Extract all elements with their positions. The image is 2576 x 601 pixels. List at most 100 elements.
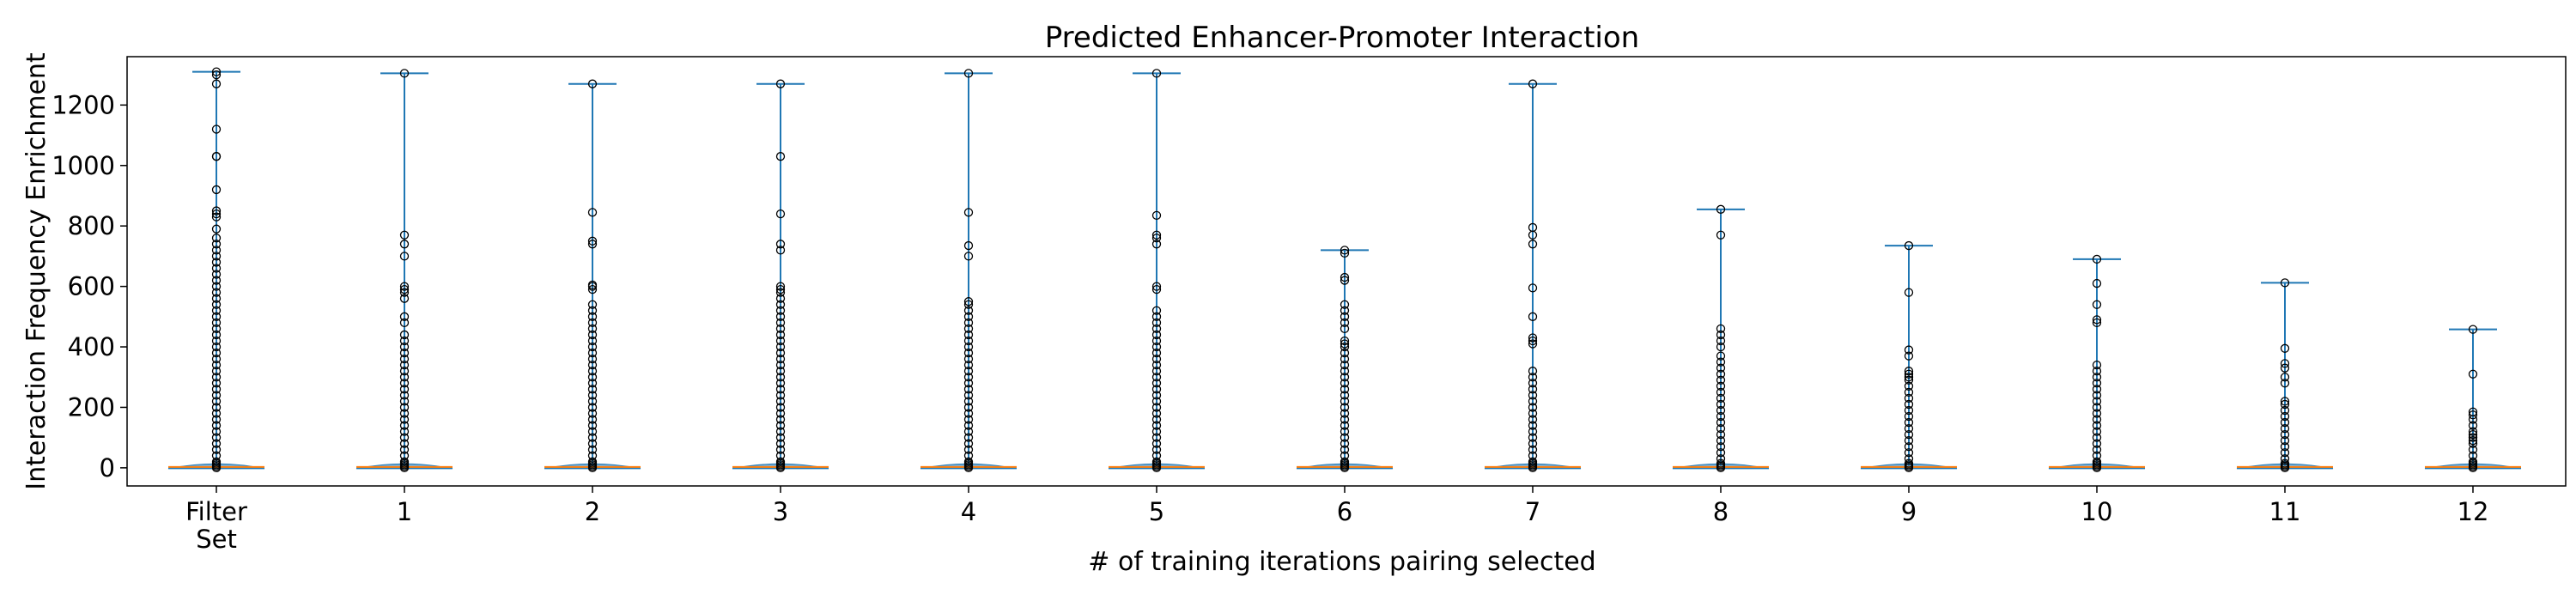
outlier-point [963, 318, 974, 328]
outlier-point [1528, 373, 1538, 382]
outlier-point [775, 367, 786, 376]
outlier-point [1528, 385, 1538, 394]
outlier-point [1340, 248, 1350, 258]
outlier-point [1340, 312, 1350, 321]
outlier-point [1716, 351, 1726, 361]
outlier-point [775, 324, 786, 334]
outlier-point [1716, 330, 1726, 340]
outlier-point [1528, 230, 1538, 240]
outlier-point [587, 415, 598, 424]
outlier-point [1340, 439, 1350, 448]
outlier-point [211, 288, 222, 297]
outlier-point [211, 212, 222, 222]
outlier-point [587, 79, 598, 88]
outlier-point [587, 373, 598, 382]
outlier-point [1528, 445, 1538, 454]
outlier-point [211, 234, 222, 243]
outlier-point [775, 385, 786, 394]
outlier-point [2092, 300, 2102, 309]
outlier-point [1151, 385, 1162, 394]
outlier-point [587, 361, 598, 370]
outlier-point [1716, 405, 1726, 416]
outlier-point [587, 397, 598, 406]
outlier-point [775, 348, 786, 358]
outlier-point [587, 312, 598, 321]
outlier-point [2280, 458, 2290, 468]
outlier-point [1151, 342, 1162, 352]
outlier-point [211, 282, 222, 291]
outlier-point [211, 206, 222, 216]
outlier-point [587, 445, 598, 454]
outlier-point [775, 282, 786, 291]
outlier-point [963, 69, 974, 78]
outlier-point [587, 318, 598, 328]
outlier-point [2468, 325, 2478, 334]
violin-group [920, 69, 1018, 473]
outlier-point [1340, 354, 1350, 364]
outlier-point [963, 312, 974, 321]
outlier-point [2092, 361, 2102, 370]
violin-group [544, 79, 641, 473]
outlier-point [963, 458, 974, 468]
outlier-point [1904, 240, 1914, 251]
outlier-point [1904, 442, 1914, 452]
outlier-point [1716, 336, 1726, 346]
outlier-point [963, 415, 974, 424]
violin-group [1672, 204, 1770, 473]
outlier-point [211, 258, 222, 267]
outlier-point [1528, 379, 1538, 388]
outlier-point [211, 391, 222, 400]
outlier-point [2092, 385, 2102, 394]
outlier-point [775, 397, 786, 406]
outlier-point [1716, 204, 1726, 214]
x-tick-label: 3 [773, 497, 788, 526]
outlier-point [1716, 442, 1726, 452]
violin-group [1296, 246, 1394, 473]
violin-group [1860, 240, 1958, 473]
outlier-point [399, 397, 410, 406]
outlier-point [775, 379, 786, 388]
outlier-point [1151, 361, 1162, 370]
outlier-point [775, 445, 786, 454]
outlier-point [963, 300, 974, 309]
outlier-point [1340, 403, 1350, 412]
outlier-point [2280, 399, 2290, 410]
outlier-point [775, 373, 786, 382]
outlier-point [963, 324, 974, 334]
outlier-point [2468, 369, 2478, 379]
outlier-point [1904, 429, 1914, 440]
outlier-point [587, 433, 598, 442]
outlier-point [1716, 411, 1726, 422]
outlier-point [1716, 387, 1726, 397]
outlier-point [2280, 379, 2290, 388]
outlier-point [1904, 411, 1914, 422]
outlier-point [587, 403, 598, 412]
outlier-point [1904, 423, 1914, 434]
outlier-point [1151, 379, 1162, 388]
outlier-point [2280, 373, 2290, 382]
outlier-point [1340, 336, 1350, 346]
outlier-point [963, 342, 974, 352]
outlier-point [1340, 318, 1350, 328]
outlier-point [2280, 411, 2290, 422]
outlier-point [963, 373, 974, 382]
outlier-point [211, 367, 222, 376]
plot-area [167, 67, 2522, 473]
y-axis-ticks: 0 200 400 600 800 1000 1200 [52, 90, 127, 483]
outlier-point [963, 208, 974, 217]
outlier-point [2092, 409, 2102, 418]
outlier-point [775, 336, 786, 346]
outlier-point [211, 427, 222, 436]
outlier-point [1528, 367, 1538, 376]
x-tick-label: 6 [1337, 497, 1352, 526]
outlier-point [963, 336, 974, 346]
outlier-point [1904, 381, 1914, 391]
outlier-point [1904, 288, 1914, 297]
outlier-point [2280, 448, 2290, 458]
outlier-point [211, 433, 222, 442]
outlier-point [1340, 427, 1350, 436]
outlier-point [399, 312, 410, 321]
y-tick-label: 400 [68, 332, 115, 361]
outlier-point [1151, 318, 1162, 328]
outlier-point [1716, 393, 1726, 404]
